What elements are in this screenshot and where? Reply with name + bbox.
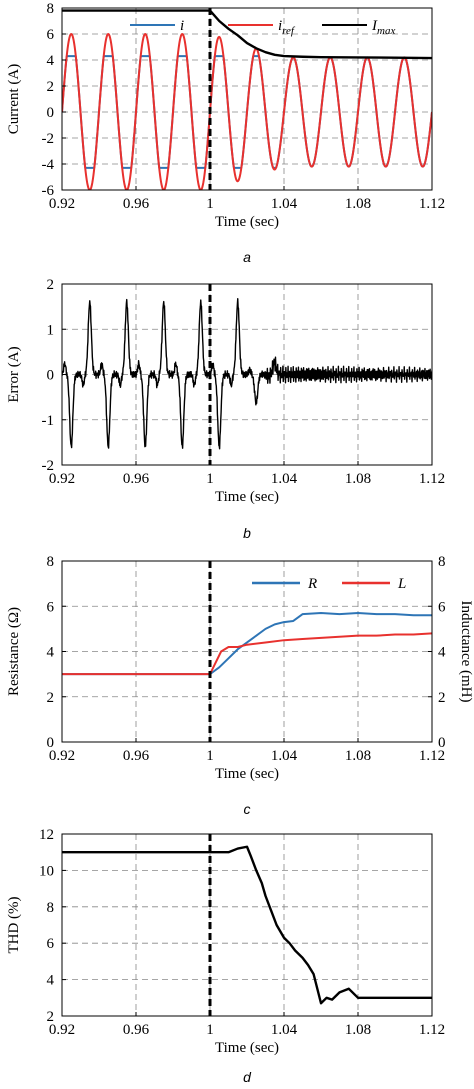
x-tick-label: 1	[206, 748, 214, 764]
y-axis-label: Resistance (Ω)	[6, 607, 22, 696]
grid	[61, 833, 433, 1017]
series-group	[62, 298, 432, 450]
x-axis-label: Time (sec)	[215, 1040, 279, 1056]
legend: i iref Imax	[130, 18, 395, 37]
panel-a: 0.92 0.96 1 1.04 1.08 1.12 -6 -4 -2 0 2 4 6 8 Time (se…	[6, 1, 445, 265]
series-group	[62, 9, 432, 190]
y-tick-label: 6	[47, 599, 55, 615]
panel-caption: b	[243, 525, 251, 541]
x-tick-label: 1.08	[345, 471, 371, 487]
y-tick-label: 1	[47, 322, 55, 338]
y-right-tick-label: 0	[438, 735, 446, 751]
x-axis-label: Time (sec)	[215, 766, 279, 782]
grid	[61, 560, 433, 743]
x-tick-label: 0.96	[123, 471, 150, 487]
legend-label-I_max: Imax	[371, 18, 395, 37]
x-tick-label: 1.04	[271, 1022, 298, 1038]
y-tick-label: 10	[39, 863, 54, 879]
x-tick-label: 1	[206, 471, 214, 487]
y-tick-label: 0	[47, 368, 55, 384]
y-tick-label: -4	[42, 157, 55, 173]
legend-label-R: R	[307, 576, 317, 592]
x-tick-label: 0.92	[49, 196, 75, 212]
legend-label-i_ref: iref	[278, 18, 296, 37]
y-tick-label: 2	[47, 277, 55, 293]
x-tick-label: 1.12	[419, 1022, 445, 1038]
y-tick-label: 8	[47, 1, 55, 17]
x-tick-label: 1.12	[419, 748, 445, 764]
y-tick-label: 6	[47, 936, 55, 952]
x-tick-label: 0.96	[123, 1022, 150, 1038]
y-tick-label: 4	[47, 645, 55, 661]
axes-box	[61, 7, 433, 191]
legend-label-i: i	[180, 18, 184, 34]
x-tick-label: 0.92	[49, 1022, 75, 1038]
y-tick-label: 8	[47, 900, 55, 916]
x-tick-label: 1.04	[271, 471, 298, 487]
x-tick-label: 0.96	[123, 748, 150, 764]
series-R	[62, 612, 432, 676]
panel-b: 0.92 0.96 1 1.04 1.08 1.12 -2 -1 0 1 2 Time (sec) Er…	[6, 277, 445, 541]
x-axis-label: Time (sec)	[215, 214, 279, 230]
x-tick-label: 1.04	[271, 196, 298, 212]
y-tick-label: -6	[42, 183, 55, 199]
x-tick-label: 1.08	[345, 196, 371, 212]
series-THD	[62, 845, 432, 1005]
y-axis-label: THD (%)	[6, 896, 22, 953]
y-tick-label: -2	[42, 131, 55, 147]
y-tick-label: 4	[47, 53, 55, 69]
y-right-tick-label: 2	[438, 690, 446, 706]
y-tick-label: 0	[47, 735, 55, 751]
series-error	[62, 298, 432, 450]
y-right-tick-label: 4	[438, 645, 446, 661]
y-tick-label: 2	[47, 79, 55, 95]
x-tick-label: 0.96	[123, 196, 150, 212]
y-tick-label: 0	[47, 105, 55, 121]
series-L	[62, 632, 432, 676]
panel-caption: a	[243, 249, 251, 265]
series-I_max	[62, 9, 432, 60]
x-tick-label: 1	[206, 196, 214, 212]
x-tick-label: 1.04	[271, 748, 298, 764]
panel-caption: d	[243, 1069, 252, 1085]
x-tick-label: 1	[206, 1022, 214, 1038]
y-tick-label: 6	[47, 27, 55, 43]
panel-d: 0.92 0.96 1 1.04 1.08 1.12 2 4 6 8 10 12 Time (sec) T…	[6, 827, 445, 1085]
y-right-tick-label: 8	[438, 554, 446, 570]
x-axis-label: Time (sec)	[215, 489, 279, 505]
y-tick-label: -2	[42, 458, 55, 474]
y-right-tick-label: 6	[438, 599, 446, 615]
series-i_ref	[62, 33, 432, 190]
y-axis-label-right: Inductance (mH)	[458, 600, 474, 702]
y-axis-label: Current (A)	[6, 64, 22, 134]
y-tick-label: 4	[47, 973, 55, 989]
x-tick-label: 1.12	[419, 196, 445, 212]
x-tick-label: 1.08	[345, 748, 371, 764]
x-tick-label: 1.12	[419, 471, 445, 487]
y-tick-label: 8	[47, 554, 55, 570]
y-tick-label: -1	[42, 413, 55, 429]
y-tick-label: 2	[47, 1009, 55, 1025]
y-tick-label: 2	[47, 690, 55, 706]
panel-caption: c	[244, 801, 251, 817]
x-tick-label: 1.08	[345, 1022, 371, 1038]
axes-box	[61, 833, 433, 1017]
x-tick-label: 0.92	[49, 471, 75, 487]
x-tick-label: 0.92	[49, 748, 75, 764]
y-axis-label: Error (A)	[6, 346, 22, 402]
y-tick-label: 12	[39, 827, 54, 843]
series-group	[62, 612, 432, 676]
legend-label-L: L	[397, 576, 406, 592]
series-group	[62, 845, 432, 1005]
